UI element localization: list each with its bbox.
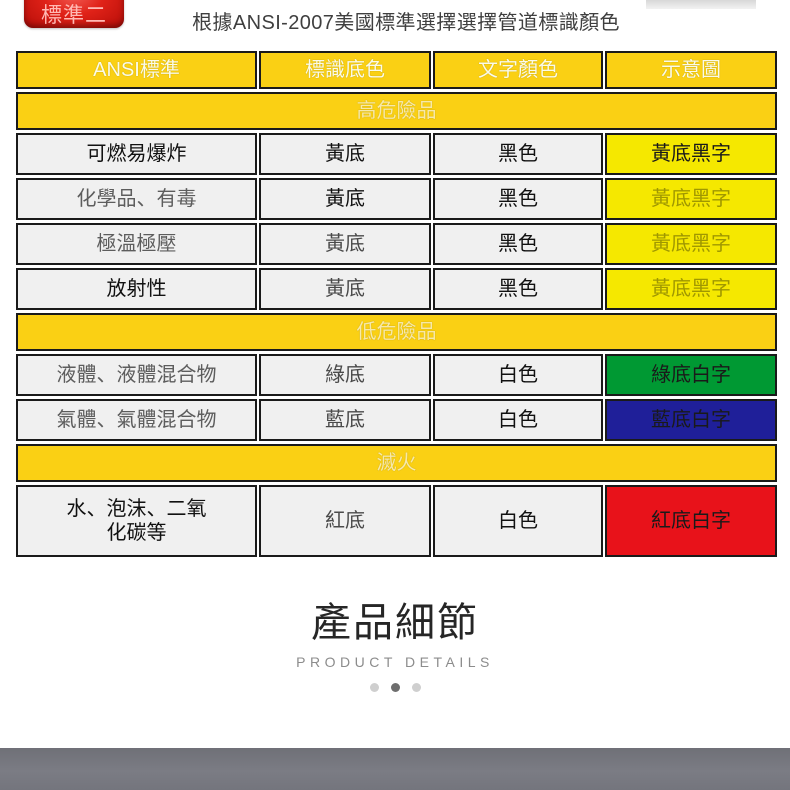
row-swatch: 黃底黑字 <box>605 178 777 220</box>
row-background-color: 黃底 <box>259 268 431 310</box>
ansi-color-table: ANSI標準 標識底色 文字顏色 示意圖 高危險品 可燃易爆炸 黃底 黑色 黃底… <box>14 48 779 560</box>
column-header-background-color: 標識底色 <box>259 51 431 89</box>
row-label: 液體、液體混合物 <box>16 354 257 396</box>
column-header-standard: ANSI標準 <box>16 51 257 89</box>
row-swatch: 黃底黑字 <box>605 268 777 310</box>
row-swatch: 黃底黑字 <box>605 133 777 175</box>
row-background-color: 藍底 <box>259 399 431 441</box>
column-header-text-color: 文字顏色 <box>433 51 603 89</box>
row-swatch: 綠底白字 <box>605 354 777 396</box>
row-label-line2: 化碳等 <box>106 522 167 544</box>
row-label: 水、泡沫、二氧 化碳等 <box>16 485 257 557</box>
row-text-color: 黑色 <box>433 178 603 220</box>
carousel-dot-3[interactable] <box>411 683 421 692</box>
row-label: 氣體、氣體混合物 <box>16 399 257 441</box>
carousel-dot-1[interactable] <box>369 683 379 692</box>
column-header-sample: 示意圖 <box>605 51 777 89</box>
row-text-color: 白色 <box>433 354 603 396</box>
row-text-color: 黑色 <box>433 133 603 175</box>
row-swatch: 黃底黑字 <box>605 223 777 265</box>
product-details-section: 產品細節 PRODUCT DETAILS <box>0 600 790 692</box>
row-swatch: 藍底白字 <box>605 399 777 441</box>
product-details-subtitle: PRODUCT DETAILS <box>296 654 494 670</box>
table-row: 液體、液體混合物 綠底 白色 綠底白字 <box>16 354 777 396</box>
table-row: 極溫極壓 黃底 黑色 黃底黑字 <box>16 223 777 265</box>
row-background-color: 黃底 <box>259 223 431 265</box>
row-background-color: 黃底 <box>259 133 431 175</box>
table-row: 化學品、有毒 黃底 黑色 黃底黑字 <box>16 178 777 220</box>
section-row-fire-extinguishing: 滅火 <box>16 444 777 482</box>
section-row-low-risk: 低危險品 <box>16 313 777 351</box>
row-text-color: 白色 <box>433 399 603 441</box>
row-label-line1: 水、泡沫、二氧 <box>66 497 207 520</box>
table-row: 放射性 黃底 黑色 黃底黑字 <box>16 268 777 310</box>
standard-badge: 標準二 <box>24 0 124 28</box>
page-title: 根據ANSI-2007美國標準選擇選擇管道標識顏色 <box>192 12 620 34</box>
header-artifact <box>646 0 756 9</box>
section-title-high-risk: 高危險品 <box>16 92 777 130</box>
section-title-low-risk: 低危險品 <box>16 313 777 351</box>
row-swatch: 紅底白字 <box>605 485 777 557</box>
row-background-color: 紅底 <box>259 485 431 557</box>
row-text-color: 黑色 <box>433 223 603 265</box>
row-label: 可燃易爆炸 <box>16 133 257 175</box>
table-header-row: ANSI標準 標識底色 文字顏色 示意圖 <box>16 51 777 89</box>
standard-badge-label: 標準二 <box>41 4 107 27</box>
carousel-dot-2[interactable] <box>390 683 400 692</box>
section-title-fire-extinguishing: 滅火 <box>16 444 777 482</box>
table-row: 可燃易爆炸 黃底 黑色 黃底黑字 <box>16 133 777 175</box>
row-text-color: 白色 <box>433 485 603 557</box>
row-label: 化學品、有毒 <box>16 178 257 220</box>
row-label: 放射性 <box>16 268 257 310</box>
product-details-title: 產品細節 <box>311 601 479 645</box>
section-row-high-risk: 高危險品 <box>16 92 777 130</box>
page-header: 標準二 根據ANSI-2007美國標準選擇選擇管道標識顏色 <box>0 0 790 46</box>
row-text-color: 黑色 <box>433 268 603 310</box>
row-background-color: 黃底 <box>259 178 431 220</box>
row-label: 極溫極壓 <box>16 223 257 265</box>
table-row: 水、泡沫、二氧 化碳等 紅底 白色 紅底白字 <box>16 485 777 557</box>
bottom-band <box>0 748 790 790</box>
table-row: 氣體、氣體混合物 藍底 白色 藍底白字 <box>16 399 777 441</box>
carousel-dots[interactable] <box>0 683 790 692</box>
row-background-color: 綠底 <box>259 354 431 396</box>
